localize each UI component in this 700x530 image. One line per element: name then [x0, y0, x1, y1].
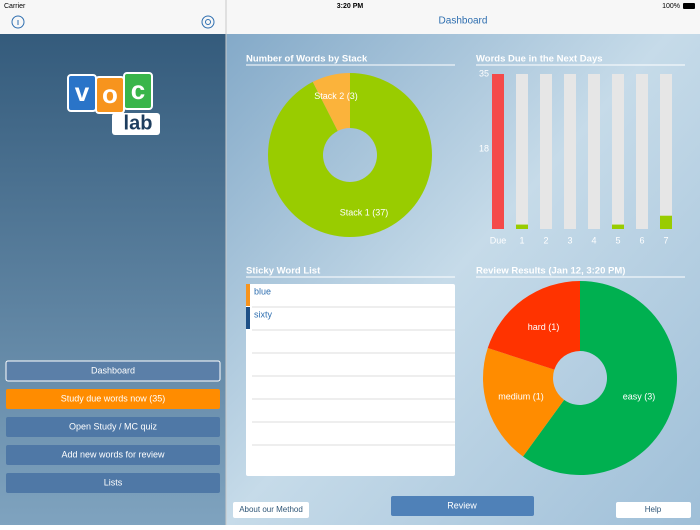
- slice-label: Stack 1 (37): [340, 208, 389, 218]
- x-tick-label: 1: [519, 235, 524, 245]
- bar: [612, 224, 624, 229]
- menu-label[interactable]: Study due words now (35): [61, 393, 166, 403]
- bar: [516, 224, 528, 229]
- sticky-box: [246, 284, 455, 476]
- bar-track: [636, 74, 648, 229]
- section-title: Sticky Word List: [246, 266, 321, 277]
- section-title: Number of Words by Stack: [246, 54, 368, 65]
- review-label[interactable]: Review: [447, 500, 477, 510]
- x-tick-label: 7: [663, 235, 668, 245]
- menu-button[interactable]: [6, 389, 220, 409]
- section-title: Review Results (Jan 12, 3:20 PM): [476, 266, 625, 277]
- about-button[interactable]: [233, 502, 309, 518]
- help-button[interactable]: [616, 502, 691, 518]
- sticky-word[interactable]: sixty: [254, 309, 273, 319]
- logo-letter: c: [131, 75, 145, 105]
- sticky-word[interactable]: blue: [254, 286, 271, 296]
- y-tick-label: 35: [479, 68, 489, 78]
- menu-button[interactable]: [6, 473, 220, 493]
- info-icon[interactable]: [11, 15, 25, 29]
- pie-slice: [522, 281, 677, 475]
- x-tick-label: Due: [490, 235, 507, 245]
- x-tick-label: 2: [543, 235, 548, 245]
- logo-tile: [123, 72, 153, 110]
- slice-label: easy (3): [623, 392, 656, 402]
- section-title: Words Due in the Next Days: [476, 54, 603, 65]
- bar-track: [540, 74, 552, 229]
- logo-letter: o: [102, 79, 118, 109]
- bar-track: [516, 74, 528, 229]
- bar-track: [588, 74, 600, 229]
- menu-label[interactable]: Lists: [104, 477, 123, 487]
- slice-label: medium (1): [498, 392, 544, 402]
- slice-label: hard (1): [528, 322, 560, 332]
- battery: 100%: [662, 3, 680, 10]
- battery-icon: [683, 3, 695, 9]
- pie-slice: [267, 73, 432, 238]
- logo-sub-bg: [112, 113, 160, 135]
- pie-slice: [487, 281, 580, 370]
- bar: [492, 74, 504, 229]
- x-tick-label: 3: [567, 235, 572, 245]
- header-title: Dashboard: [439, 16, 488, 27]
- carrier: Carrier: [4, 3, 26, 10]
- settings-icon-inner: [205, 19, 211, 25]
- menu-label[interactable]: Dashboard: [91, 365, 135, 375]
- top-bar: [0, 0, 700, 34]
- menu-button[interactable]: [6, 417, 220, 437]
- y-tick-label: 18: [479, 144, 489, 154]
- bar-track: [660, 74, 672, 229]
- bar-track: [612, 74, 624, 229]
- menu-label[interactable]: Add new words for review: [61, 449, 165, 459]
- sticky-marker: [246, 284, 250, 306]
- time: 3:20 PM: [337, 3, 364, 10]
- help-label[interactable]: Help: [645, 505, 662, 514]
- x-tick-label: 5: [615, 235, 620, 245]
- x-tick-label: 6: [639, 235, 644, 245]
- logo-sub: lab: [124, 112, 153, 134]
- pie-slice: [312, 73, 350, 131]
- menu-label[interactable]: Open Study / MC quiz: [69, 421, 158, 431]
- logo: v o c lab: [67, 72, 160, 135]
- x-tick-label: 4: [591, 235, 596, 245]
- menu-button[interactable]: [5, 360, 221, 382]
- review-button[interactable]: [391, 496, 534, 516]
- settings-icon[interactable]: [201, 15, 215, 29]
- about-label[interactable]: About our Method: [239, 505, 303, 514]
- logo-letter: v: [75, 77, 90, 107]
- sticky-marker: [246, 307, 250, 329]
- slice-label: Stack 2 (3): [314, 91, 358, 101]
- pie-slice: [483, 348, 565, 457]
- bar: [660, 215, 672, 229]
- bar-track: [564, 74, 576, 229]
- menu-button[interactable]: [6, 445, 220, 465]
